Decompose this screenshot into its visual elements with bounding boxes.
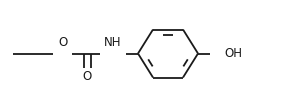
Text: O: O [59,36,68,50]
Text: OH: OH [225,47,242,60]
Text: NH: NH [104,36,122,50]
Text: O: O [83,71,92,83]
